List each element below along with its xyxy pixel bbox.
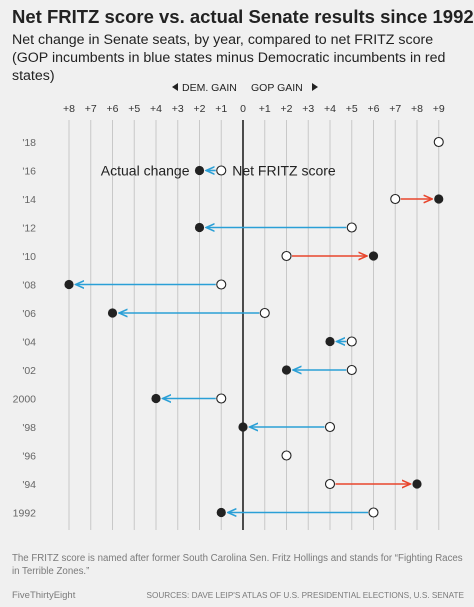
- footnote: The FRITZ score is named after former So…: [12, 553, 463, 577]
- fritz-score-dot: [259, 307, 270, 319]
- y-tick-label: 2000: [13, 394, 37, 406]
- actual-change-dot: [107, 308, 118, 318]
- x-tick-label: +2: [281, 103, 293, 115]
- dumbbell-chart: +8 +7 +6 +5 +4 +3 +2 +1 0 +1 +2 +3 +4 +5 +6 +7 +8 +9 '18'…: [13, 82, 445, 530]
- y-tick-label: '06: [22, 308, 36, 320]
- x-tick-label: +5: [346, 103, 358, 115]
- x-tick-labels: +8 +7 +6 +5 +4 +3 +2 +1 0 +1 +2 +3 +4 +5 +6 +7 +8 +9: [63, 103, 445, 115]
- x-tick-label: +6: [368, 103, 380, 115]
- actual-change-dot: [325, 336, 335, 347]
- fritz-score-dot: [281, 450, 292, 461]
- x-tick-label: +3: [302, 103, 314, 115]
- y-tick-label: '04: [22, 337, 36, 349]
- grid: [68, 120, 440, 530]
- chart-subtitle: Net change in Senate seats, by year, com…: [12, 32, 446, 84]
- y-tick-label: '02: [22, 365, 36, 377]
- actual-change-dot: [238, 422, 248, 432]
- x-tick-label: +7: [389, 103, 401, 115]
- source-label: SOURCES: DAVE LEIP'S ATLAS OF U.S. PRESI…: [146, 591, 464, 600]
- brand-label: FiveThirtyEight: [12, 590, 76, 601]
- fritz-score-dot: [216, 393, 227, 404]
- x-tick-label: +1: [215, 103, 227, 115]
- x-tick-label: +2: [194, 103, 206, 115]
- x-tick-label: +4: [150, 103, 162, 115]
- x-tick-label: +8: [63, 103, 75, 115]
- y-tick-labels: '18 '16 '14 '12 '10 '08 '06 '04 '02 2000 '98 '96 '94…: [13, 137, 37, 520]
- x-tick-label: 0: [240, 103, 246, 115]
- gop-gain-arrow-icon: [312, 83, 318, 91]
- actual-change-dot: [194, 222, 205, 233]
- actual-change-dot: [368, 251, 379, 261]
- fritz-score-dot: [346, 222, 357, 233]
- x-tick-label: +4: [324, 103, 336, 115]
- x-tick-label: +5: [128, 103, 140, 115]
- fritz-score-dot: [433, 136, 444, 148]
- fritz-score-dot: [368, 507, 379, 518]
- fritz-score-dot: [281, 250, 292, 262]
- y-tick-label: '96: [22, 451, 36, 463]
- y-tick-label: 1992: [13, 508, 37, 520]
- fritz-score-dot: [324, 478, 336, 490]
- actual-change-dot: [151, 393, 161, 404]
- direction-labels: DEM. GAIN GOP GAIN: [172, 82, 318, 94]
- actual-change-dot: [194, 165, 205, 176]
- gop-gain-label: GOP GAIN: [251, 82, 303, 94]
- actual-change-dot: [216, 507, 226, 518]
- actual-change-dot: [281, 365, 292, 375]
- y-tick-label: '98: [22, 422, 36, 434]
- legend: Actual change Net FRITZ score: [101, 163, 336, 179]
- actual-change-dot: [412, 479, 422, 489]
- fritz-score-dot: [390, 193, 401, 205]
- dem-gain-label: DEM. GAIN: [182, 82, 237, 94]
- fritz-score-dot: [346, 364, 357, 376]
- dem-gain-arrow-icon: [172, 83, 178, 91]
- y-tick-label: '94: [22, 479, 36, 491]
- fritz-score-dot: [216, 165, 227, 176]
- y-tick-label: '14: [22, 194, 36, 206]
- y-tick-label: '12: [22, 223, 36, 235]
- y-tick-label: '16: [22, 166, 36, 178]
- data-marks: [64, 136, 444, 518]
- fritz-score-dot: [346, 336, 357, 347]
- x-tick-label: +6: [107, 103, 119, 115]
- fritz-score-dot: [216, 279, 227, 290]
- x-tick-label: +9: [433, 103, 445, 115]
- x-tick-label: +7: [85, 103, 97, 115]
- x-tick-label: +1: [259, 103, 271, 115]
- x-tick-label: +8: [411, 103, 423, 115]
- x-tick-label: +3: [172, 103, 184, 115]
- actual-change-dot: [64, 279, 74, 290]
- fritz-score-dot: [324, 421, 336, 433]
- actual-change-dot: [434, 194, 444, 204]
- y-tick-label: '08: [22, 280, 36, 292]
- chart-title: Net FRITZ score vs. actual Senate result…: [12, 6, 474, 27]
- y-tick-label: '18: [22, 137, 36, 149]
- legend-actual-change: Actual change: [101, 163, 190, 179]
- legend-fritz-score: Net FRITZ score: [232, 163, 336, 179]
- y-tick-label: '10: [22, 251, 36, 263]
